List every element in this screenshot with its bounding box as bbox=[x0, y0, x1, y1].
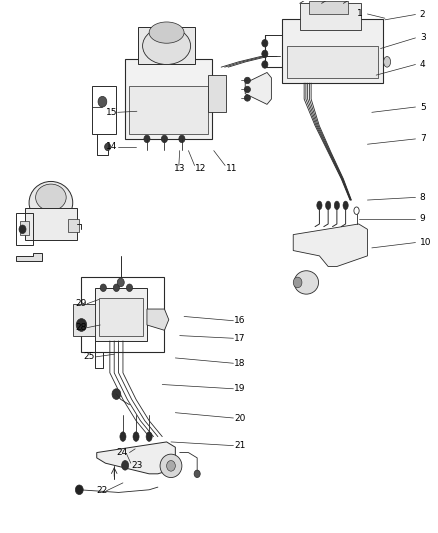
Text: 5: 5 bbox=[420, 102, 426, 111]
Bar bbox=[130, 86, 208, 134]
Ellipse shape bbox=[127, 284, 133, 292]
Text: 15: 15 bbox=[106, 108, 117, 117]
Bar bbox=[81, 277, 164, 352]
Ellipse shape bbox=[262, 39, 268, 47]
Ellipse shape bbox=[244, 86, 251, 93]
Ellipse shape bbox=[143, 27, 191, 64]
Ellipse shape bbox=[120, 432, 126, 441]
Text: 12: 12 bbox=[195, 164, 207, 173]
Ellipse shape bbox=[317, 201, 322, 209]
Bar bbox=[138, 27, 195, 64]
Ellipse shape bbox=[35, 184, 66, 211]
Text: 20: 20 bbox=[234, 414, 246, 423]
Ellipse shape bbox=[19, 225, 26, 233]
Text: 17: 17 bbox=[234, 334, 246, 343]
Ellipse shape bbox=[262, 61, 268, 68]
Bar bbox=[125, 59, 212, 139]
Ellipse shape bbox=[244, 95, 251, 101]
Ellipse shape bbox=[293, 277, 302, 288]
Ellipse shape bbox=[112, 389, 121, 399]
Ellipse shape bbox=[161, 135, 167, 143]
Ellipse shape bbox=[75, 485, 83, 495]
Text: 4: 4 bbox=[420, 60, 425, 69]
Bar bbox=[287, 46, 378, 78]
Ellipse shape bbox=[113, 284, 120, 292]
Polygon shape bbox=[16, 253, 42, 261]
Polygon shape bbox=[293, 224, 367, 266]
Ellipse shape bbox=[98, 96, 107, 107]
Bar bbox=[20, 221, 29, 235]
Ellipse shape bbox=[343, 201, 348, 209]
Bar bbox=[95, 288, 147, 341]
Text: 16: 16 bbox=[234, 316, 246, 325]
Ellipse shape bbox=[262, 50, 268, 58]
Text: 3: 3 bbox=[420, 34, 426, 43]
Text: 28: 28 bbox=[75, 323, 86, 332]
Text: 19: 19 bbox=[234, 384, 246, 393]
Bar bbox=[300, 3, 361, 30]
Text: 14: 14 bbox=[106, 142, 117, 151]
Bar bbox=[68, 219, 79, 232]
Text: 2: 2 bbox=[420, 10, 425, 19]
Bar bbox=[99, 298, 143, 336]
Ellipse shape bbox=[105, 143, 111, 151]
Ellipse shape bbox=[244, 77, 251, 84]
Ellipse shape bbox=[144, 135, 150, 143]
Text: 8: 8 bbox=[420, 193, 426, 202]
Ellipse shape bbox=[160, 454, 182, 478]
Text: 9: 9 bbox=[420, 214, 426, 223]
Bar bbox=[73, 304, 95, 336]
Ellipse shape bbox=[76, 319, 87, 332]
Text: 11: 11 bbox=[226, 164, 237, 173]
Ellipse shape bbox=[149, 22, 184, 43]
Text: 10: 10 bbox=[420, 238, 431, 247]
Text: 21: 21 bbox=[234, 441, 246, 450]
Text: 22: 22 bbox=[96, 486, 107, 495]
Ellipse shape bbox=[146, 432, 152, 441]
Text: 13: 13 bbox=[173, 164, 185, 173]
Polygon shape bbox=[97, 442, 175, 474]
Bar bbox=[308, 1, 348, 14]
Ellipse shape bbox=[29, 181, 73, 224]
Text: 24: 24 bbox=[117, 448, 127, 457]
Ellipse shape bbox=[294, 271, 318, 294]
Ellipse shape bbox=[117, 278, 124, 287]
Ellipse shape bbox=[325, 201, 331, 209]
Polygon shape bbox=[147, 309, 169, 330]
Text: 1: 1 bbox=[357, 10, 362, 19]
Ellipse shape bbox=[133, 432, 139, 441]
Ellipse shape bbox=[179, 135, 185, 143]
Ellipse shape bbox=[334, 201, 339, 209]
Ellipse shape bbox=[384, 56, 391, 67]
Text: 18: 18 bbox=[234, 359, 246, 368]
Bar bbox=[92, 86, 117, 134]
Text: 7: 7 bbox=[420, 134, 426, 143]
Polygon shape bbox=[245, 72, 272, 104]
Ellipse shape bbox=[194, 470, 200, 478]
Text: 23: 23 bbox=[132, 462, 143, 470]
Ellipse shape bbox=[100, 284, 106, 292]
Ellipse shape bbox=[166, 461, 175, 471]
Ellipse shape bbox=[122, 461, 129, 470]
Bar bbox=[16, 213, 33, 245]
Bar bbox=[208, 75, 226, 112]
Bar bbox=[283, 19, 383, 83]
Text: 25: 25 bbox=[84, 352, 95, 361]
Bar bbox=[25, 208, 77, 240]
Text: 29: 29 bbox=[75, 299, 86, 308]
